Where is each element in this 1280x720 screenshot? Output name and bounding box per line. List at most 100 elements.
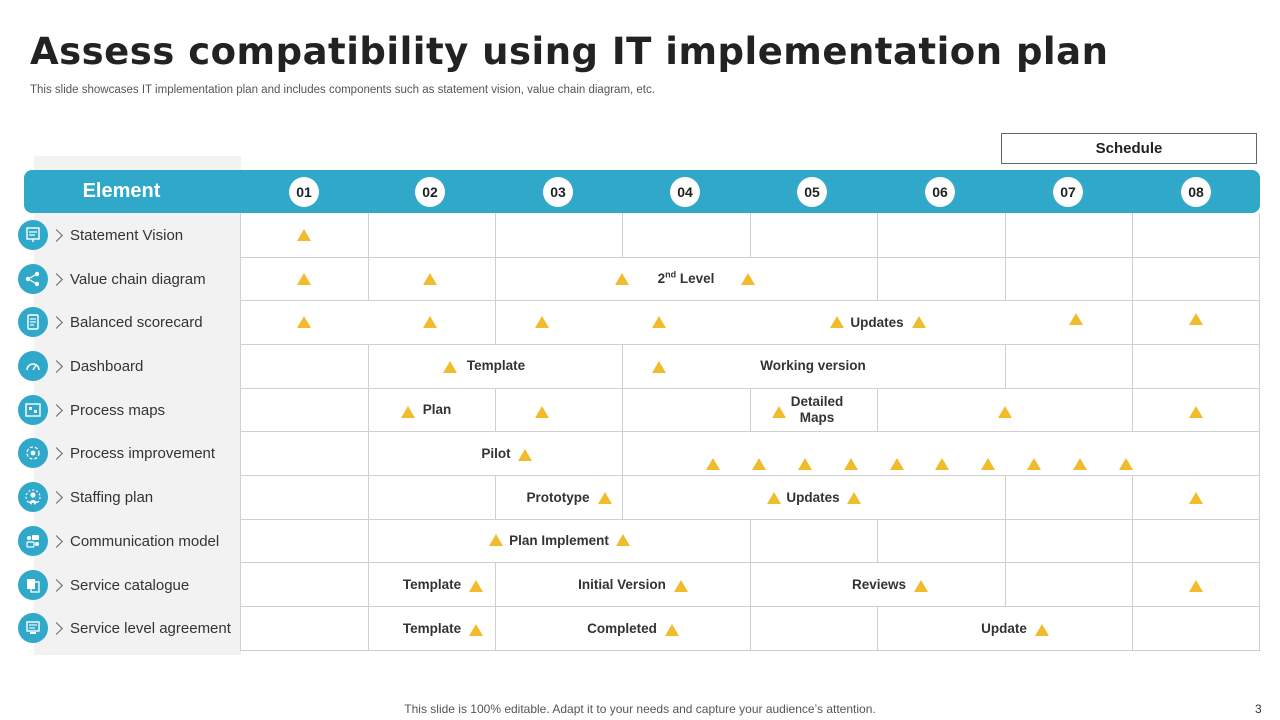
grid-vline bbox=[495, 475, 496, 519]
milestone-triangle bbox=[469, 580, 483, 592]
cell-sla-template: Template bbox=[402, 621, 462, 636]
milestone-triangle bbox=[890, 458, 904, 470]
grid-vline bbox=[750, 519, 751, 562]
schedule-header: Schedule bbox=[1001, 133, 1257, 164]
grid-vline bbox=[1005, 475, 1006, 519]
grid-vline bbox=[1132, 606, 1133, 650]
milestone-triangle bbox=[423, 316, 437, 328]
row-label: Statement Vision bbox=[70, 227, 184, 244]
process-map-icon bbox=[18, 395, 48, 425]
grid-vline bbox=[368, 562, 369, 606]
cell-pm-detailed: Detailed Maps bbox=[791, 394, 844, 426]
value-chain-icon bbox=[18, 264, 48, 294]
page-title: Assess compatibility using IT implementa… bbox=[30, 30, 1109, 73]
column-number: 03 bbox=[543, 177, 573, 207]
row-label: Process maps bbox=[70, 402, 166, 419]
grid-vline bbox=[1132, 257, 1133, 300]
page-subtitle: This slide showcases IT implementation p… bbox=[30, 84, 655, 96]
grid-vline bbox=[1005, 213, 1006, 257]
grid-vline bbox=[877, 213, 878, 257]
cell-dash-template: Template bbox=[466, 358, 526, 373]
milestone-triangle bbox=[998, 406, 1012, 418]
grid-vline bbox=[750, 213, 751, 257]
milestone-triangle bbox=[423, 273, 437, 285]
grid-vline bbox=[368, 344, 369, 388]
milestone-triangle bbox=[297, 229, 311, 241]
grid-vline bbox=[1132, 344, 1133, 388]
milestone-triangle bbox=[665, 624, 679, 636]
grid-hline bbox=[240, 300, 1260, 301]
staff-gear-icon bbox=[18, 482, 48, 512]
milestone-triangle bbox=[297, 273, 311, 285]
grid-vline bbox=[622, 344, 623, 388]
vision-icon bbox=[18, 220, 48, 250]
column-number: 06 bbox=[925, 177, 955, 207]
milestone-triangle bbox=[616, 534, 630, 546]
grid-vline bbox=[877, 388, 878, 431]
grid-vline bbox=[750, 388, 751, 431]
grid-vline bbox=[1132, 519, 1133, 562]
grid-vline bbox=[1132, 388, 1133, 431]
milestone-triangle bbox=[772, 406, 786, 418]
cell-sp-prototype: Prototype bbox=[526, 490, 590, 505]
grid-vline bbox=[495, 213, 496, 257]
grid-vline bbox=[240, 213, 241, 650]
grid-vline bbox=[495, 257, 496, 300]
milestone-triangle bbox=[598, 492, 612, 504]
milestone-triangle bbox=[798, 458, 812, 470]
grid-vline bbox=[1005, 344, 1006, 388]
second-level-sup: nd bbox=[665, 269, 677, 280]
milestone-triangle bbox=[615, 273, 629, 285]
milestone-triangle bbox=[469, 624, 483, 636]
cell-sc-initial: Initial Version bbox=[578, 577, 666, 592]
grid-hline bbox=[240, 344, 1260, 345]
grid-vline bbox=[368, 606, 369, 650]
row-label: Service level agreement bbox=[70, 620, 231, 637]
catalogue-icon bbox=[18, 570, 48, 600]
column-number: 05 bbox=[797, 177, 827, 207]
grid-vline bbox=[368, 519, 369, 562]
cell-second-level: 2nd Level bbox=[658, 269, 715, 287]
grid-vline bbox=[495, 388, 496, 431]
grid-vline bbox=[495, 300, 496, 344]
milestone-triangle bbox=[1035, 624, 1049, 636]
grid-vline bbox=[368, 213, 369, 257]
milestone-triangle bbox=[1073, 458, 1087, 470]
grid-vline bbox=[750, 562, 751, 606]
grid-vline bbox=[368, 431, 369, 475]
row-label: Communication model bbox=[70, 533, 220, 550]
column-number: 01 bbox=[289, 177, 319, 207]
milestone-triangle bbox=[847, 492, 861, 504]
grid-vline bbox=[622, 213, 623, 257]
grid-vline bbox=[368, 475, 369, 519]
milestone-triangle bbox=[652, 316, 666, 328]
grid-hline bbox=[240, 431, 1260, 432]
row-label: Service catalogue bbox=[70, 577, 190, 594]
cell-sc-reviews: Reviews bbox=[851, 577, 907, 592]
milestone-triangle bbox=[1189, 406, 1203, 418]
milestone-triangle bbox=[535, 406, 549, 418]
cell-cm-plan: Plan Implement bbox=[509, 533, 609, 548]
milestone-triangle bbox=[981, 458, 995, 470]
cell-dash-working: Working version bbox=[760, 358, 866, 373]
cell-sp-updates: Updates bbox=[786, 490, 840, 505]
grid-vline bbox=[368, 388, 369, 431]
page-number: 3 bbox=[1255, 702, 1262, 716]
grid-vline bbox=[877, 257, 878, 300]
communication-icon bbox=[18, 526, 48, 556]
pm-detailed-line2: Maps bbox=[799, 410, 835, 425]
milestone-triangle bbox=[297, 316, 311, 328]
column-number: 07 bbox=[1053, 177, 1083, 207]
grid-vline bbox=[1005, 257, 1006, 300]
row-label: Balanced scorecard bbox=[70, 314, 203, 331]
row-label: Dashboard bbox=[70, 358, 144, 375]
milestone-triangle bbox=[767, 492, 781, 504]
row-label: Value chain diagram bbox=[70, 271, 206, 288]
milestone-triangle bbox=[1069, 313, 1083, 325]
grid-vline bbox=[622, 475, 623, 519]
scorecard-icon bbox=[18, 307, 48, 337]
grid-vline bbox=[1259, 213, 1260, 650]
grid-vline bbox=[877, 519, 878, 562]
grid-vline bbox=[1005, 519, 1006, 562]
grid-vline bbox=[495, 562, 496, 606]
